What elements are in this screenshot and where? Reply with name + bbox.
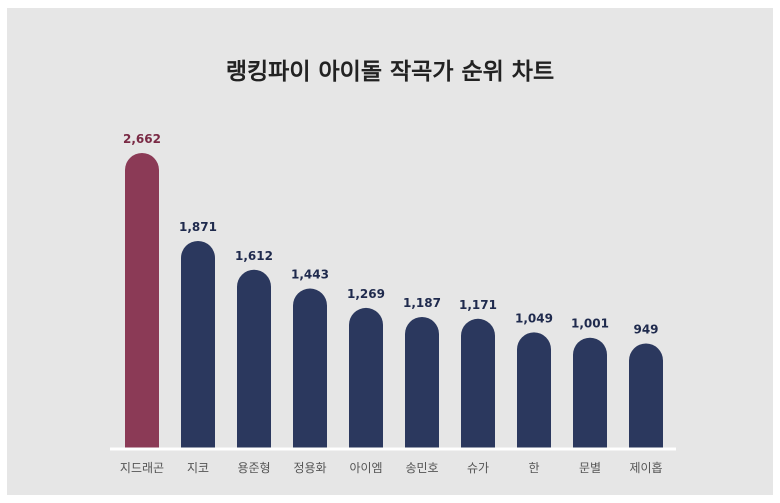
category-label: 지드래곤 xyxy=(120,461,164,475)
bar xyxy=(293,288,327,449)
bar xyxy=(237,269,271,449)
bar xyxy=(181,240,215,449)
value-label: 1,612 xyxy=(235,249,273,263)
category-label: 아이엠 xyxy=(349,461,382,475)
value-label: 949 xyxy=(633,322,658,336)
bar xyxy=(629,343,663,449)
value-label: 1,187 xyxy=(403,296,441,310)
bar xyxy=(517,332,551,449)
value-label: 1,171 xyxy=(459,298,497,312)
category-label: 용준형 xyxy=(237,461,270,475)
value-label: 1,443 xyxy=(291,268,329,282)
value-label: 1,269 xyxy=(347,287,385,301)
category-label: 송민호 xyxy=(405,461,438,475)
value-label: 1,001 xyxy=(571,317,609,331)
category-label: 문별 xyxy=(579,461,601,475)
bar xyxy=(461,318,495,449)
category-label: 제이홉 xyxy=(629,461,662,475)
category-label: 지코 xyxy=(187,461,209,475)
bar xyxy=(405,317,439,449)
bar xyxy=(573,337,607,449)
chart-title: 랭킹파이 아이돌 작곡가 순위 차트 xyxy=(225,59,555,85)
value-label: 2,662 xyxy=(123,132,161,146)
category-label: 정용화 xyxy=(293,461,326,475)
bar xyxy=(125,153,159,449)
category-label: 슈가 xyxy=(467,461,489,475)
value-label: 1,049 xyxy=(515,311,553,325)
bar xyxy=(349,307,383,449)
value-label: 1,871 xyxy=(179,220,217,234)
category-label: 한 xyxy=(528,461,539,475)
